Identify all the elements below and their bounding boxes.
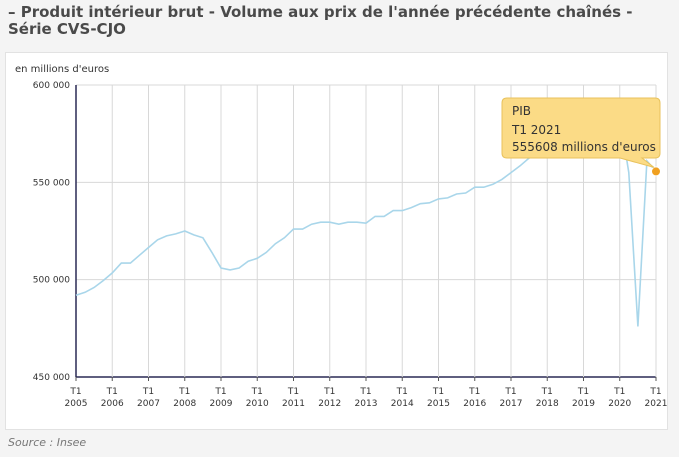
x-tick-year: 2019	[572, 399, 595, 409]
x-tick-year: 2011	[282, 399, 305, 409]
x-tick-quarter: T1	[323, 387, 335, 397]
x-tick-year: 2009	[210, 399, 233, 409]
x-tick-quarter: T1	[251, 387, 263, 397]
chart-panel: en millions d'euros 450 000 500 000 550 00…	[5, 52, 668, 430]
x-tick-quarter: T1	[106, 387, 118, 397]
tooltip: PIB T1 2021 555608 millions d'euros	[501, 97, 661, 168]
x-tick-year: 2020	[608, 399, 631, 409]
x-tick-year: 2006	[101, 399, 124, 409]
highlight-point	[651, 166, 661, 177]
x-tick-quarter: T1	[214, 387, 226, 397]
x-tick-year: 2007	[137, 399, 160, 409]
x-tick-quarter: T1	[577, 387, 589, 397]
unit-label: en millions d'euros	[15, 64, 109, 75]
x-tick-quarter: T1	[142, 387, 154, 397]
y-tick-label: 500 000	[33, 276, 70, 286]
x-tick-year: 2016	[463, 399, 486, 409]
line-chart: en millions d'euros 450 000 500 000 550 00…	[15, 64, 667, 409]
x-tick-year: 2017	[500, 399, 523, 409]
x-tick-quarter: T1	[287, 387, 299, 397]
x-tick-quarter: T1	[359, 387, 371, 397]
x-tick-year: 2015	[427, 399, 450, 409]
x-tick-year: 2005	[65, 399, 88, 409]
x-tick-quarter: T1	[649, 387, 661, 397]
x-tick-quarter: T1	[504, 387, 516, 397]
y-axis: 450 000 500 000 550 000 600 000	[33, 81, 70, 383]
x-tick-quarter: T1	[541, 387, 553, 397]
y-tick-label: 450 000	[33, 373, 70, 383]
x-tick-quarter: T1	[468, 387, 480, 397]
y-tick-label: 600 000	[33, 81, 70, 91]
source-note: Source : Insee	[8, 436, 87, 449]
x-tick-year: 2013	[355, 399, 378, 409]
x-tick-year: 2014	[391, 399, 414, 409]
tooltip-period: T1 2021	[511, 123, 561, 137]
x-tick-year: 2018	[536, 399, 559, 409]
x-tick-year: 2010	[246, 399, 269, 409]
x-tick-quarter: T1	[69, 387, 81, 397]
x-tick-quarter: T1	[613, 387, 625, 397]
x-tick-quarter: T1	[178, 387, 190, 397]
y-tick-label: 550 000	[33, 178, 70, 188]
x-tick-quarter: T1	[432, 387, 444, 397]
chart-title: – Produit intérieur brut - Volume aux pr…	[8, 3, 633, 38]
x-tick-year: 2021	[645, 399, 667, 409]
tooltip-box	[501, 97, 661, 168]
x-tick-quarter: T1	[396, 387, 408, 397]
x-tick-year: 2008	[173, 399, 196, 409]
tooltip-series: PIB	[512, 104, 531, 118]
tooltip-value: 555608 millions d'euros	[512, 140, 656, 154]
x-axis: T1 2005 T1 2006 T1 2007 T1 2008 T1 2009 T1 2010 T1 20…	[65, 387, 667, 409]
x-tick-year: 2012	[318, 399, 341, 409]
